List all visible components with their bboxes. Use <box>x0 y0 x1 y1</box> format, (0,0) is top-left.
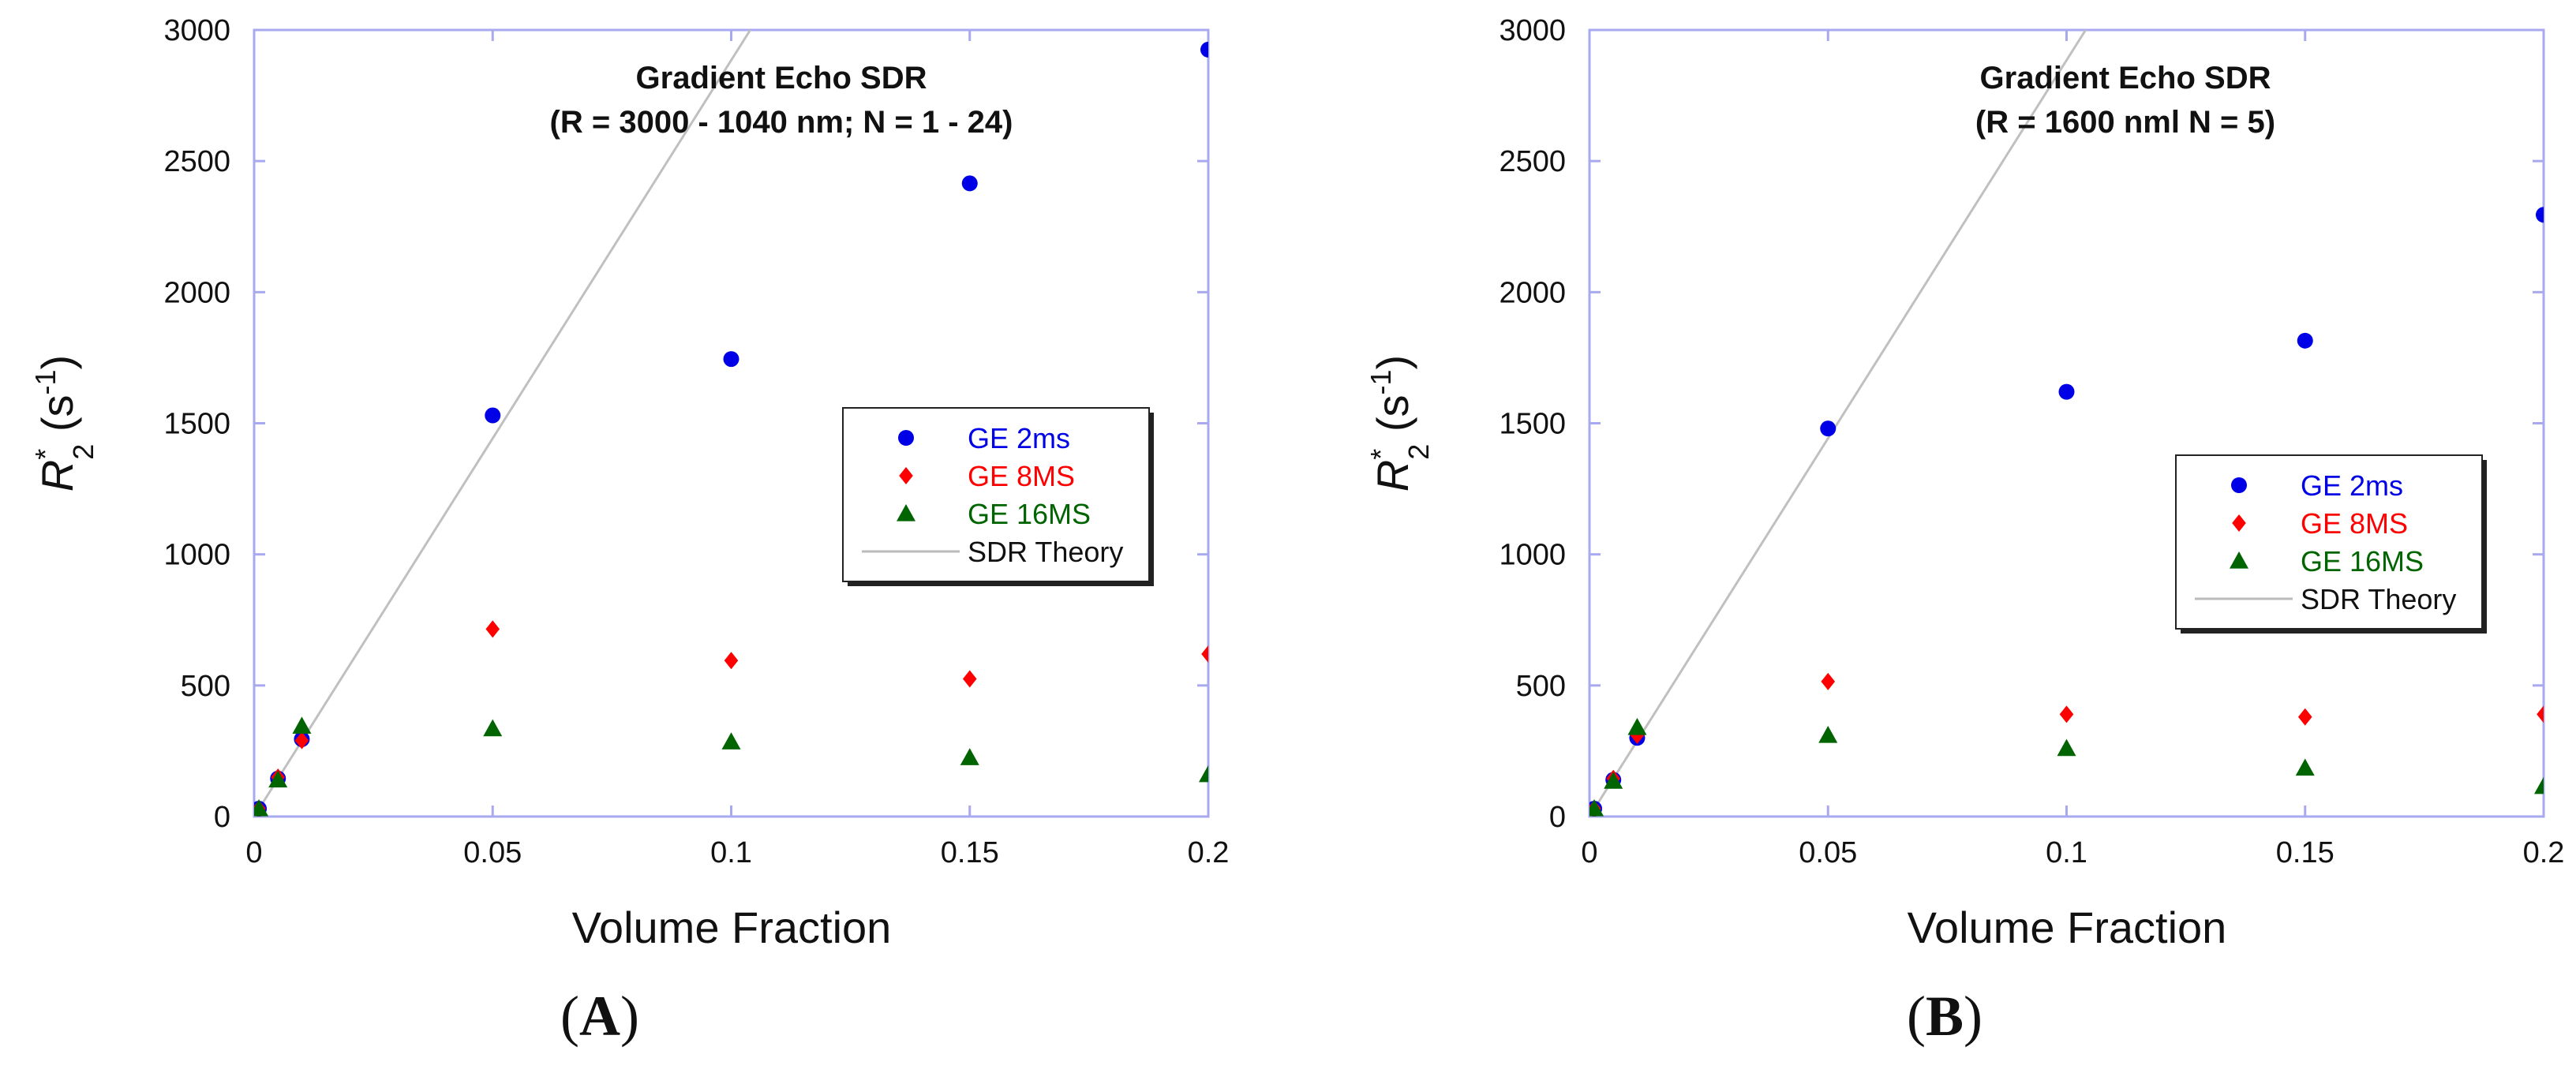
panel-label: (A) <box>560 985 639 1048</box>
data-point-ge-2ms <box>2536 207 2544 223</box>
data-point-ge-16ms <box>2534 776 2544 794</box>
data-point-ge-8ms <box>724 652 739 670</box>
legend-label: SDR Theory <box>2301 583 2456 615</box>
panel-label: (B) <box>1907 985 1983 1048</box>
legend: GE 2ms GE 8MS GE 16MS SDR Theory <box>842 407 1154 586</box>
y-axis-label: R* 2 (s-1) <box>1365 355 1435 492</box>
y-tick-label: 1000 <box>1499 539 1566 572</box>
legend-shadow <box>2482 460 2487 634</box>
legend-shadow <box>848 581 1154 586</box>
data-point-ge-8ms <box>1821 672 1836 690</box>
legend-label: GE 2ms <box>968 422 1070 454</box>
legend-shadow <box>2181 629 2487 634</box>
data-point-ge-2ms <box>2058 383 2075 400</box>
y-axis-label: R* 2 (s-1) <box>29 355 99 492</box>
x-tick-label: 0.05 <box>463 836 522 869</box>
plot-area <box>254 30 1208 817</box>
x-tick-label: 0.15 <box>2276 836 2334 869</box>
legend-label: GE 8MS <box>2301 507 2408 540</box>
chart-panel-B: 0 500 1000 1500 2000 2500 3000 0 0.05 0.1 0.15 0.2 G… <box>1365 14 2564 1048</box>
y-tick-label: 500 <box>1516 670 1566 703</box>
data-point-ge-2ms <box>1200 41 1208 58</box>
y-tick-label: 1500 <box>1499 408 1566 441</box>
data-point-ge-16ms <box>1589 799 1604 817</box>
chart-title-line2: (R = 1600 nml N = 5) <box>1975 105 2275 140</box>
data-point-ge-8ms <box>2297 708 2312 726</box>
data-point-ge-2ms <box>485 407 501 424</box>
data-point-ge-16ms <box>1604 772 1623 789</box>
x-tick-label: 0.1 <box>710 836 752 869</box>
data-point-ge-8ms <box>962 670 977 688</box>
y-tick-label: 0 <box>1549 801 1566 834</box>
chart-panel-A: 0 500 1000 1500 2000 2500 3000 0 0.05 0.1 0.15 0.2 G… <box>29 14 1229 1048</box>
data-point-ge-8ms <box>2059 705 2074 723</box>
data-point-ge-16ms <box>2295 758 2315 776</box>
sdr-theory-line <box>254 30 751 817</box>
x-tick-label: 0.1 <box>2046 836 2087 869</box>
x-axis-label: Volume Fraction <box>1908 903 2227 952</box>
plot-area <box>1589 30 2544 817</box>
y-tick-label: 1500 <box>163 408 230 441</box>
data-point-ge-16ms <box>254 799 269 817</box>
data-point-ge-8ms <box>2537 705 2544 723</box>
data-point-ge-16ms <box>1818 725 1838 743</box>
data-point-ge-2ms <box>2297 332 2313 349</box>
legend-label: GE 2ms <box>2301 469 2403 502</box>
legend-label: GE 16MS <box>2301 545 2424 577</box>
data-point-ge-8ms <box>294 731 309 749</box>
legend-marker-ge-16ms <box>2230 551 2248 569</box>
data-point-ge-2ms <box>961 175 978 192</box>
chart-title-line1: Gradient Echo SDR <box>636 61 927 95</box>
legend-marker-ge-8ms <box>899 467 913 484</box>
x-axis-label: Volume Fraction <box>572 903 892 952</box>
y-tick-label: 3000 <box>163 14 230 47</box>
data-point-ge-16ms <box>2057 738 2076 757</box>
data-point-ge-16ms <box>268 770 288 788</box>
y-tick-label: 3000 <box>1499 14 1566 47</box>
legend-marker-ge-2ms <box>2231 477 2247 493</box>
legend-marker-ge-2ms <box>898 430 914 446</box>
y-tick-label: 500 <box>181 670 230 703</box>
chart-title-line2: (R = 3000 - 1040 nm; N = 1 - 24) <box>550 105 1013 140</box>
x-tick-label: 0.2 <box>2523 836 2565 869</box>
x-tick-label: 0.05 <box>1799 836 1857 869</box>
sdr-theory-line <box>1589 30 2087 817</box>
x-tick-label: 0.15 <box>941 836 999 869</box>
legend: GE 2ms GE 8MS GE 16MS SDR Theory <box>2175 454 2487 634</box>
y-tick-label: 2500 <box>1499 145 1566 178</box>
y-tick-label: 1000 <box>163 539 230 572</box>
data-point-ge-8ms <box>1630 726 1645 744</box>
y-tick-label: 2000 <box>163 276 230 309</box>
x-tick-label: 0.2 <box>1188 836 1230 869</box>
x-tick-label: 0 <box>1581 836 1597 869</box>
data-point-ge-16ms <box>292 716 312 734</box>
legend-marker-ge-16ms <box>897 504 915 521</box>
data-point-ge-16ms <box>483 719 503 737</box>
y-tick-label: 2000 <box>1499 276 1566 309</box>
legend-label: SDR Theory <box>968 536 1123 568</box>
data-point-ge-16ms <box>960 748 979 765</box>
data-point-ge-16ms <box>721 732 741 749</box>
data-point-ge-16ms <box>1627 718 1647 735</box>
y-tick-label: 2500 <box>163 145 230 178</box>
chart-title-line1: Gradient Echo SDR <box>1980 61 2271 95</box>
data-point-ge-8ms <box>485 620 500 638</box>
y-tick-label: 0 <box>214 801 230 834</box>
data-point-ge-8ms <box>1201 645 1208 663</box>
data-point-ge-2ms <box>723 351 739 368</box>
legend-label: GE 16MS <box>968 498 1091 530</box>
legend-label: GE 8MS <box>968 460 1075 492</box>
data-point-ge-16ms <box>1199 764 1208 783</box>
legend-marker-ge-8ms <box>2232 514 2246 532</box>
x-tick-label: 0 <box>245 836 262 869</box>
data-point-ge-2ms <box>1820 420 1837 437</box>
plot-frame <box>1588 28 2545 818</box>
legend-shadow <box>1149 413 1154 586</box>
